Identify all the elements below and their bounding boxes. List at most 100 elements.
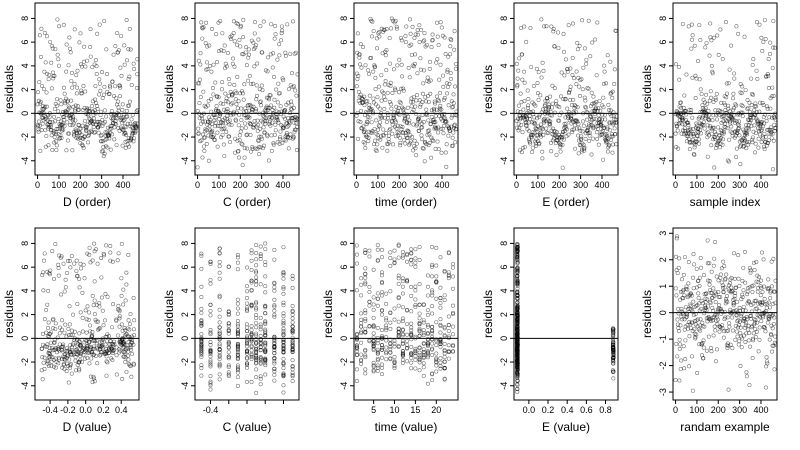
y-tick-label: 1 (658, 284, 668, 289)
data-point (400, 341, 405, 346)
data-point (417, 39, 422, 44)
data-point (126, 103, 131, 108)
data-point (413, 288, 418, 293)
data-point (421, 120, 426, 125)
data-point (742, 325, 747, 330)
data-point (217, 325, 222, 330)
data-point (444, 142, 449, 147)
data-point (290, 285, 295, 290)
data-point (363, 355, 368, 360)
data-point (359, 321, 364, 326)
data-point (126, 349, 131, 354)
data-point (98, 88, 103, 93)
data-point (698, 38, 703, 43)
data-point (400, 360, 405, 365)
data-point (579, 149, 584, 154)
data-point (209, 121, 214, 126)
data-point (599, 129, 604, 134)
data-point (387, 36, 392, 41)
data-point (98, 352, 103, 357)
data-point (608, 108, 613, 113)
data-point (363, 318, 368, 323)
data-point (251, 81, 256, 86)
data-point (702, 126, 707, 131)
data-point (374, 131, 379, 136)
data-point (122, 43, 127, 48)
data-point (199, 319, 204, 324)
data-point (290, 316, 295, 321)
data-point (758, 278, 763, 283)
data-point (41, 270, 46, 275)
data-point (388, 356, 393, 361)
data-point (116, 251, 121, 256)
data-point (62, 117, 67, 122)
data-point (405, 308, 410, 313)
data-point (281, 390, 286, 395)
data-point (83, 89, 88, 94)
data-point (245, 348, 250, 353)
data-point (515, 258, 520, 263)
data-point (404, 120, 409, 125)
data-point (102, 84, 107, 89)
data-point (49, 359, 54, 364)
data-point (199, 342, 204, 347)
data-point (272, 308, 277, 313)
data-point (410, 24, 415, 29)
data-point (746, 323, 751, 328)
data-point (281, 372, 286, 377)
data-point (566, 23, 571, 28)
data-point (249, 278, 254, 283)
data-point (605, 149, 610, 154)
data-point (679, 105, 684, 110)
data-point (696, 327, 701, 332)
data-point (438, 366, 443, 371)
data-point (65, 138, 70, 143)
data-point (240, 142, 245, 147)
data-point (99, 350, 104, 355)
data-point (281, 300, 286, 305)
data-point (115, 31, 120, 36)
data-point (129, 117, 134, 122)
data-point (591, 136, 596, 141)
data-point (199, 113, 204, 118)
data-point (594, 130, 599, 135)
x-tick-label: 400 (594, 180, 609, 190)
data-point (53, 242, 58, 247)
data-point (559, 70, 564, 75)
data-point (91, 352, 96, 357)
data-point (258, 24, 263, 29)
data-point (277, 42, 282, 47)
data-point (681, 287, 686, 292)
data-point (444, 119, 449, 124)
data-point (383, 53, 388, 58)
data-point (269, 133, 274, 138)
data-point (196, 126, 201, 131)
data-point (261, 125, 266, 130)
y-tick-label: -2 (499, 133, 509, 141)
data-point (249, 302, 254, 307)
data-point (400, 255, 405, 260)
data-point (260, 146, 265, 151)
data-point (365, 120, 370, 125)
data-point (281, 286, 286, 291)
data-point (421, 318, 426, 323)
data-point (421, 353, 426, 358)
data-point (409, 321, 414, 326)
data-point (756, 349, 761, 354)
data-point (272, 303, 277, 308)
data-point (413, 264, 418, 269)
data-point (370, 130, 375, 135)
data-point (70, 148, 75, 153)
data-point (354, 84, 359, 89)
data-point (269, 115, 274, 120)
data-point (714, 274, 719, 279)
data-point (438, 317, 443, 322)
data-point (595, 136, 600, 141)
data-point (46, 320, 51, 325)
data-point (704, 41, 709, 46)
x-axis-label: C (value) (223, 420, 272, 434)
data-point (446, 274, 451, 279)
data-point (678, 323, 683, 328)
data-point (63, 277, 68, 282)
